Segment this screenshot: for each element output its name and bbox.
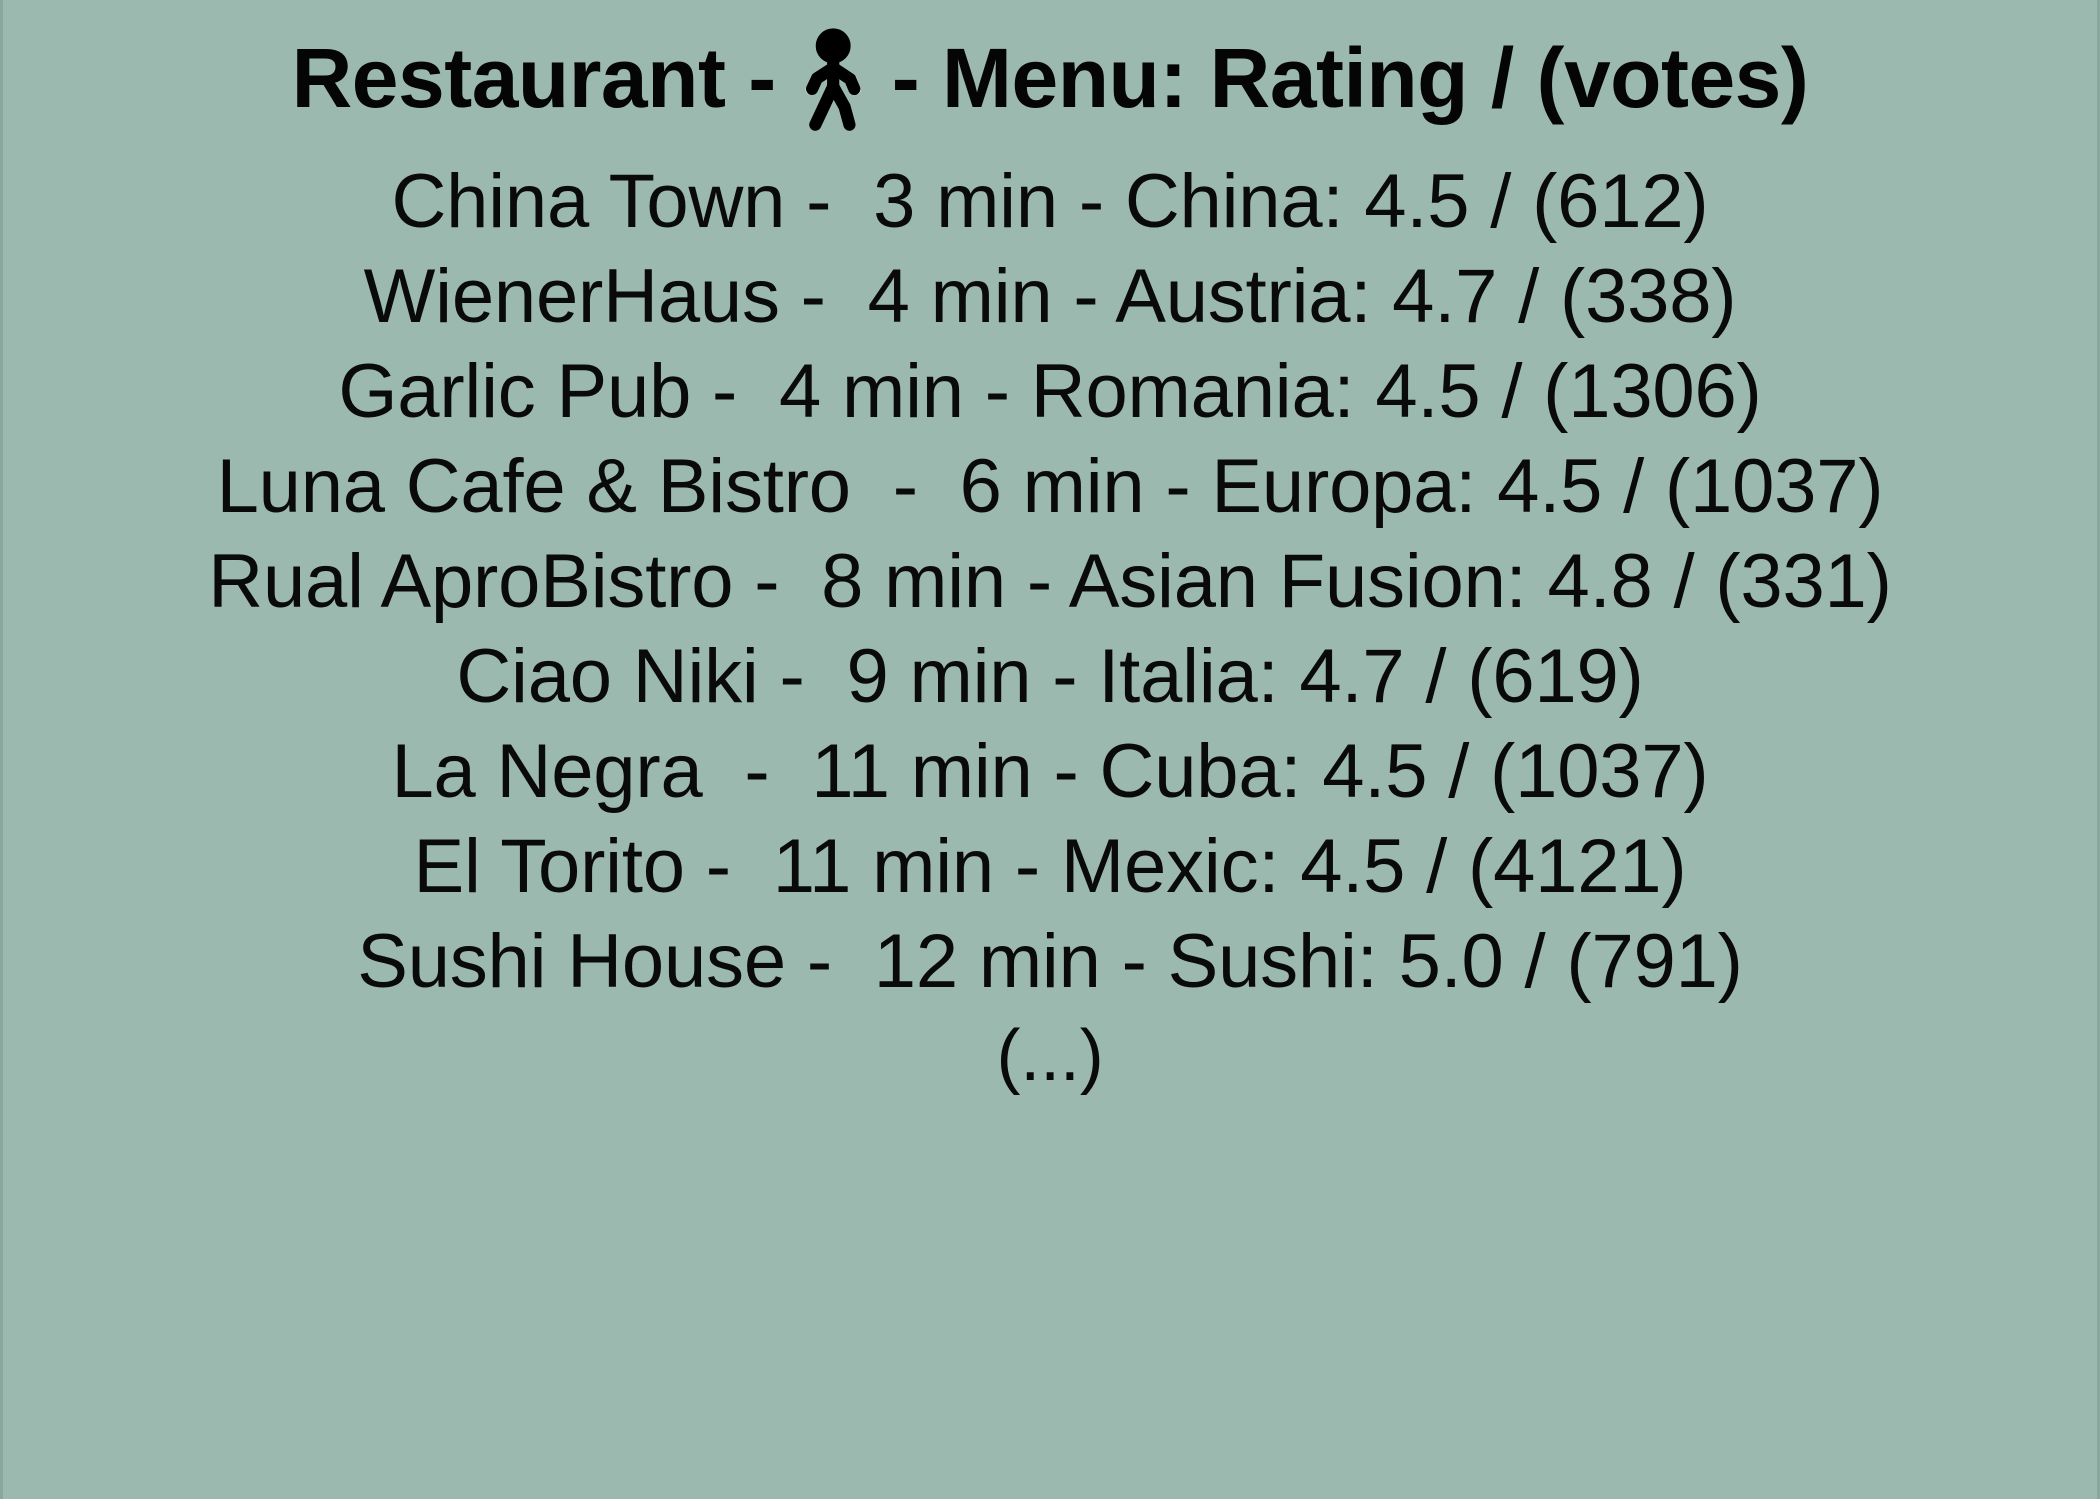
list-item[interactable]: Garlic Pub - 4 min - Romania: 4.5 / (130… [338, 349, 1762, 434]
page-title-suffix: - Menu: Rating / (votes) [891, 31, 1809, 125]
list-item[interactable]: El Torito - 11 min - Mexic: 4.5 / (4121) [413, 824, 1687, 909]
list-item[interactable]: Sushi House - 12 min - Sushi: 5.0 / (791… [357, 919, 1743, 1004]
list-item[interactable]: Luna Cafe & Bistro - 6 min - Europa: 4.5… [216, 444, 1884, 529]
more-items-indicator: (...) [996, 1016, 1104, 1096]
page-title: Restaurant - [3, 26, 2097, 132]
list-item[interactable]: Rual AproBistro - 8 min - Asian Fusion: … [208, 539, 1892, 624]
list-item[interactable]: Ciao Niki - 9 min - Italia: 4.7 / (619) [456, 634, 1644, 719]
walking-person-icon [782, 28, 886, 132]
list-item[interactable]: WienerHaus - 4 min - Austria: 4.7 / (338… [363, 254, 1737, 339]
list-item[interactable]: La Negra - 11 min - Cuba: 4.5 / (1037) [391, 729, 1709, 814]
page-title-prefix: Restaurant - [291, 31, 777, 125]
restaurant-list: China Town - 3 min - China: 4.5 / (612) … [3, 154, 2097, 1104]
list-item[interactable]: China Town - 3 min - China: 4.5 / (612) [391, 159, 1709, 244]
